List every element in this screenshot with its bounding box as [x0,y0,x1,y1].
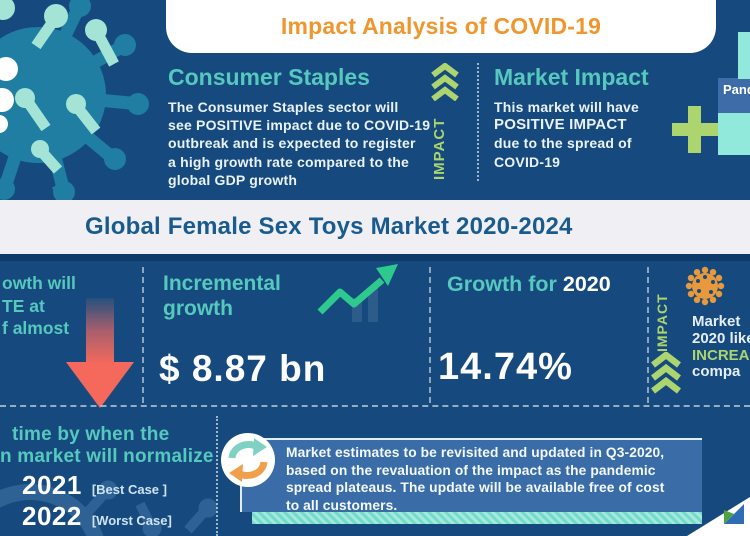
normalize-line1: time by when the [12,424,170,445]
title-band: Global Female Sex Toys Market 2020-2024 [0,200,750,254]
consumer-staples-text: The Consumer Staples sector will see POS… [168,99,431,188]
growth-trend-icon [317,264,398,322]
incremental-growth-heading: Incremental growth [163,272,281,320]
market-impact-text: This market will have POSITIVE IMPACT du… [494,99,640,170]
growth-2020-value: 14.74% [438,346,573,388]
impact-vertical-label: IMPACT [654,293,670,352]
update-note-box [240,438,702,512]
header-band: Impact Analysis of COVID-19 [166,0,716,53]
right-impact-note-fragment: Market 2020 like INCREA compa [692,313,750,381]
market-title: Global Female Sex Toys Market 2020-2024 [85,213,573,240]
chevrons-up-icon [651,352,681,394]
decline-note-fragment: owth will TE at f almost [2,273,76,338]
consumer-staples-heading: Consumer Staples [168,64,370,90]
incremental-growth-value: $ 8.87 bn [159,348,327,389]
normalize-line2: n market will normalize [0,446,214,467]
update-note-text: Market estimates to be revisited and upd… [286,445,665,513]
down-arrow-icon [66,298,134,408]
stats-separator [142,267,144,403]
edge-teal-strip [738,32,750,79]
divider-strip [0,254,750,261]
chevrons-up-icon [431,63,459,101]
logo-mark [724,504,744,524]
virus-watermark [0,480,218,536]
note-box-hatch-shadow [252,512,702,524]
best-case-row: 2021 [Best Case ] [22,470,167,500]
top-column-separator [477,63,479,181]
growth-2020-heading: Growth for 2020 [447,272,611,296]
stats-bottom-separator [0,405,750,407]
pandemic-box-header: Pand [718,78,750,113]
refresh-update-icon [221,433,275,487]
impact-vertical-label: IMPACT [431,117,448,180]
pandemic-box-body [718,113,750,155]
market-impact-heading: Market Impact [494,64,649,90]
plus-icon [688,106,701,153]
worst-case-row: 2022 [Worst Case] [22,501,172,531]
virus-sun-icon [685,266,725,306]
coronavirus-illustration [0,0,149,228]
stats-separator [429,267,431,403]
logo-corner-wedge [687,497,750,536]
page-title: Impact Analysis of COVID-19 [280,13,602,39]
stats-separator [647,267,649,403]
bottom-separator [216,416,218,536]
